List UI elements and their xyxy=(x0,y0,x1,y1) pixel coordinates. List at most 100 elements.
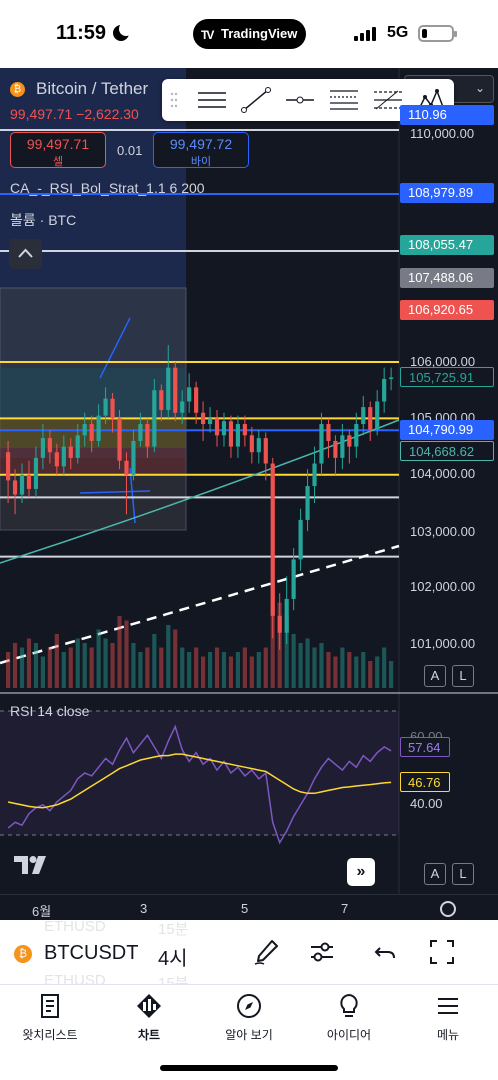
candle xyxy=(110,398,115,419)
volume-bar xyxy=(40,656,45,688)
ghost-interval: 15분 xyxy=(158,921,189,938)
price-axis-label: 106,000.00 xyxy=(410,354,476,369)
volume-bar xyxy=(207,652,213,688)
volume-bar xyxy=(26,638,32,688)
symbol-title[interactable]: Bitcoin / Tether xyxy=(36,79,149,98)
tradingview-watermark-icon xyxy=(14,856,46,874)
candle xyxy=(291,559,296,599)
candle xyxy=(201,412,206,425)
candle xyxy=(180,401,185,413)
time-axis-label: 5 xyxy=(241,901,249,916)
buy-button[interactable]: 99,497.72 바이 xyxy=(153,132,249,168)
trend-line-tool-icon[interactable] xyxy=(239,85,273,115)
candle xyxy=(375,401,380,430)
brush-drawing-icon[interactable] xyxy=(252,938,280,966)
volume-bar xyxy=(54,634,59,688)
volume-bar xyxy=(96,629,101,688)
spread-value: 0.01 xyxy=(117,143,143,158)
nav-menu[interactable]: 메뉴 xyxy=(398,993,498,1043)
rsi-log-scale-button[interactable]: L xyxy=(452,863,474,885)
candle xyxy=(263,438,268,464)
candle xyxy=(242,424,247,436)
nav-explore[interactable]: 알아 보기 xyxy=(199,993,299,1043)
candle xyxy=(284,598,289,633)
volume-bar xyxy=(173,629,178,688)
rsi-legend[interactable]: RSI 14 close xyxy=(10,703,90,719)
volume-bar xyxy=(138,652,143,688)
candle xyxy=(354,424,359,447)
candle xyxy=(340,435,345,458)
rsi-level-label: 40.00 xyxy=(410,796,443,811)
candle xyxy=(96,415,101,441)
candle xyxy=(138,424,143,441)
annotation-line xyxy=(79,490,151,494)
candle xyxy=(347,435,352,447)
volume-bar xyxy=(152,634,157,688)
volume-bar xyxy=(159,647,164,688)
rsi-value-tag: 57.64 xyxy=(400,737,450,757)
volume-legend[interactable]: 볼륨 · BTC xyxy=(10,212,77,228)
candle xyxy=(228,421,234,447)
candle xyxy=(389,377,394,379)
volume-bar xyxy=(194,647,199,688)
candle xyxy=(152,390,157,447)
volume-bar xyxy=(6,652,11,688)
candle xyxy=(12,480,18,495)
fib-extension-tool-icon[interactable] xyxy=(371,85,405,115)
status-bar: 11:59 TV TradingView 5G xyxy=(0,0,498,68)
fullscreen-icon[interactable] xyxy=(428,938,456,966)
volume-bar xyxy=(375,656,380,688)
ghost-symbol: ETHUSD xyxy=(44,972,106,984)
nav-ideas[interactable]: 아이디어 xyxy=(299,993,399,1043)
chart-settings-gear-icon[interactable] xyxy=(440,901,456,917)
horizontal-ray-tool-icon[interactable] xyxy=(283,85,317,115)
candle xyxy=(6,452,11,481)
volume-bar xyxy=(145,647,150,688)
horizontal-lines-tool-icon[interactable] xyxy=(195,85,229,115)
battery-icon xyxy=(418,25,457,42)
nav-label: 아이디어 xyxy=(326,1028,372,1042)
undo-icon[interactable] xyxy=(372,938,400,966)
nav-watchlist[interactable]: 왓치리스트 xyxy=(0,993,100,1043)
price-axis-label: 110,000.00 xyxy=(410,126,475,141)
candle xyxy=(47,438,52,453)
volume-bar xyxy=(12,643,18,688)
candle xyxy=(19,474,25,495)
symbol-selector[interactable]: BTCUSDT xyxy=(44,942,139,964)
volume-bar xyxy=(298,643,303,688)
candle xyxy=(145,424,150,447)
drag-handle-icon[interactable] xyxy=(170,91,178,109)
volume-bar xyxy=(319,643,324,688)
volume-bar xyxy=(180,647,185,688)
scroll-to-realtime-button[interactable]: » xyxy=(347,858,375,886)
candle xyxy=(131,440,136,475)
log-scale-button[interactable]: L xyxy=(452,665,474,687)
candle xyxy=(361,407,366,425)
rsi-auto-scale-button[interactable]: A xyxy=(424,863,446,885)
candle xyxy=(68,446,73,458)
home-indicator xyxy=(160,1065,338,1071)
candle xyxy=(103,398,108,416)
chart-area[interactable]: ₿ Bitcoin / Tether 99,497.71 −2,622.30 9… xyxy=(0,68,498,920)
buy-price: 99,497.72 xyxy=(169,136,233,152)
volume-bar xyxy=(47,647,52,688)
network-type: 5G xyxy=(387,24,409,41)
moon-icon xyxy=(113,22,133,41)
volume-bar xyxy=(33,643,39,688)
interval-selector[interactable]: 4시 xyxy=(158,948,188,970)
volume-bar xyxy=(312,647,317,688)
auto-scale-button[interactable]: A xyxy=(424,665,446,687)
indicator-legend[interactable]: CA_-_RSI_Bol_Strat_1.1 6 200 xyxy=(10,180,205,196)
status-time: 11:59 xyxy=(56,22,107,44)
sell-button[interactable]: 99,497.71 셀 xyxy=(10,132,106,168)
volume-bar xyxy=(354,656,359,688)
indicators-sliders-icon[interactable] xyxy=(308,938,336,966)
candle xyxy=(117,418,122,461)
moving-average-line xyxy=(0,419,400,564)
fib-retracement-tool-icon[interactable] xyxy=(327,85,361,115)
collapse-legend-button[interactable] xyxy=(9,239,42,269)
time-axis[interactable]: 6월 3 5 7 xyxy=(0,894,498,920)
nav-chart[interactable]: 차트 xyxy=(99,993,199,1043)
time-axis-label: 3 xyxy=(140,901,148,916)
candle xyxy=(319,424,324,464)
